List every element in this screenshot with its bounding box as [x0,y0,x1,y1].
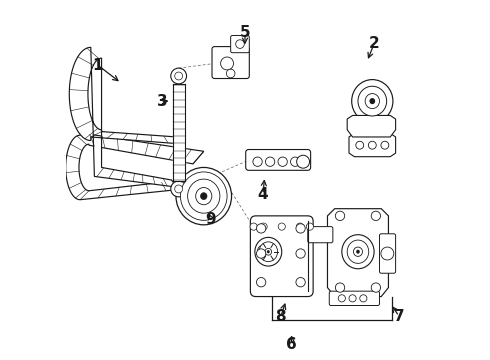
Circle shape [306,223,314,230]
Ellipse shape [258,245,269,257]
Circle shape [296,155,310,168]
Text: 8: 8 [275,309,286,324]
Circle shape [356,141,364,149]
Text: 6: 6 [286,337,297,352]
Ellipse shape [353,247,363,256]
Circle shape [335,283,344,292]
Ellipse shape [358,86,387,116]
Text: 9: 9 [206,212,216,227]
Circle shape [175,72,183,80]
FancyBboxPatch shape [212,46,249,78]
Text: 7: 7 [394,309,405,324]
Circle shape [260,223,267,230]
Circle shape [296,249,305,258]
Circle shape [236,40,245,48]
Polygon shape [69,47,184,187]
Circle shape [256,278,266,287]
Circle shape [171,68,187,84]
Ellipse shape [255,237,282,266]
FancyBboxPatch shape [379,234,395,273]
Circle shape [250,223,257,230]
Circle shape [349,295,356,302]
Circle shape [171,181,187,197]
Circle shape [371,283,381,292]
Circle shape [226,69,235,78]
FancyBboxPatch shape [308,226,333,243]
Ellipse shape [265,248,271,255]
Ellipse shape [188,179,220,213]
FancyBboxPatch shape [231,36,249,53]
Circle shape [220,57,234,70]
Text: 3: 3 [157,94,168,109]
Circle shape [266,157,275,166]
Circle shape [256,249,266,258]
Text: 4: 4 [258,187,268,202]
Circle shape [381,247,394,260]
FancyBboxPatch shape [245,149,311,170]
Circle shape [381,141,389,149]
Circle shape [175,185,183,193]
Circle shape [296,224,305,233]
Circle shape [278,223,285,230]
Ellipse shape [356,250,360,254]
Circle shape [296,278,305,287]
Polygon shape [347,116,395,137]
FancyBboxPatch shape [329,291,379,306]
FancyBboxPatch shape [250,216,313,297]
Ellipse shape [352,80,393,123]
Ellipse shape [259,242,278,262]
Circle shape [338,295,345,302]
Circle shape [296,223,303,230]
Polygon shape [66,134,204,200]
Ellipse shape [347,240,368,264]
Text: 5: 5 [240,26,250,40]
Text: 1: 1 [93,58,103,73]
Ellipse shape [342,235,374,269]
Ellipse shape [369,98,375,104]
Text: 2: 2 [368,36,379,51]
Circle shape [335,211,344,221]
Circle shape [253,157,262,166]
Circle shape [256,224,266,233]
Polygon shape [327,209,389,297]
Ellipse shape [196,188,212,205]
Ellipse shape [176,167,232,225]
Circle shape [291,157,300,166]
Polygon shape [172,84,185,181]
Ellipse shape [200,193,207,199]
Polygon shape [349,134,395,157]
Ellipse shape [180,172,227,220]
Ellipse shape [365,94,379,109]
Circle shape [360,295,367,302]
Ellipse shape [267,250,270,253]
Circle shape [371,211,381,221]
Circle shape [368,141,376,149]
Circle shape [278,157,287,166]
